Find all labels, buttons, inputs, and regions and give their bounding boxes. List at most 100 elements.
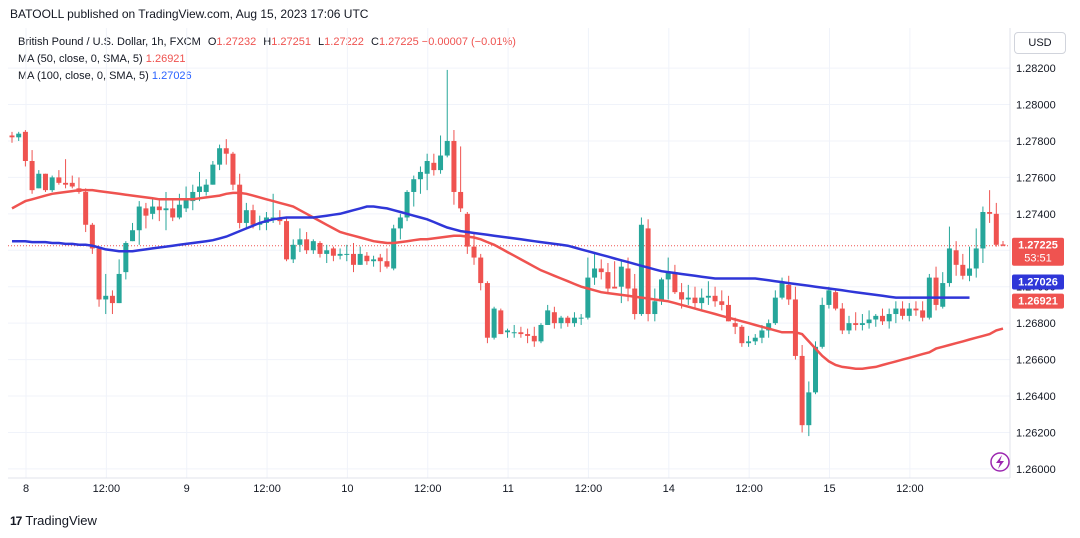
candle-body [270,217,276,219]
candle-body [679,292,685,300]
candle-body [230,153,236,185]
candle-body [96,248,102,300]
candle-body [176,204,182,218]
ma100-line [12,205,970,299]
candle-body [672,272,678,293]
symbol-name[interactable]: British Pound / U.S. Dollar, 1h, FXCM [18,36,201,48]
candle-body [317,242,323,254]
candle-body [364,255,370,262]
candle-body [538,324,544,342]
ma50-value: 1.26921 [145,53,186,65]
candle-body [551,312,557,324]
candle-body [143,208,149,216]
low-value: 1.27222 [324,36,364,48]
change-value: −0.00007 (−0.01%) [421,36,516,48]
currency-button[interactable]: USD [1014,32,1066,54]
legend-ma50-row[interactable]: MA (50, close, 0, SMA, 5) 1.26921 [18,51,516,68]
candle-body [946,248,952,284]
candle-body [866,319,872,324]
candle-body [638,224,644,315]
candle-body [337,253,343,256]
candle-body [900,308,906,316]
candle-body [685,297,691,300]
candle-body [16,133,22,138]
candle-body [692,297,698,304]
candle-body [886,314,892,322]
candle-body [598,268,604,273]
candle-body [484,283,490,338]
candle-body [578,317,584,319]
candle-body [1000,244,1006,246]
ma100-price-tag [1012,274,1064,290]
candle-body [498,310,504,335]
candle-body [752,337,758,342]
candle-body [89,224,95,249]
candle-body [859,323,865,325]
y-tick-label: 1.26400 [1016,391,1056,403]
candle-body [779,283,785,298]
candle-body [22,131,28,161]
candle-body [772,297,778,324]
candle-body [846,323,852,331]
candle-body [879,315,885,322]
candle-body [571,317,577,324]
candle-body [438,155,444,171]
close-label: C [370,36,379,48]
candle-body [565,317,571,324]
candle-body [36,173,42,189]
candle-body [290,244,296,260]
candle-body [444,140,450,156]
candle-body [585,277,591,318]
chart-legend: British Pound / U.S. Dollar, 1h, FXCM O 1… [18,34,516,85]
ma100-label: MA (100, close, 0, SMA, 5) [18,70,149,82]
candle-body [163,208,169,211]
candle-body [665,272,671,280]
candle-body [605,272,611,289]
candle-body [330,248,336,256]
y-tick-label: 1.26800 [1016,318,1056,330]
x-tick-label: 12:00 [735,483,763,495]
tradingview-brand[interactable]: 17 TradingView [10,513,97,528]
candle-body [150,206,156,214]
candle-body [725,304,731,322]
candle-body [9,135,15,138]
candle-body [424,160,430,174]
last-price-tag [1012,237,1064,266]
candle-body [310,241,316,251]
y-tick-label: 1.26200 [1016,427,1056,439]
open-label: O [207,36,217,48]
candle-body [531,335,537,342]
candle-body [156,206,162,211]
candle-body [813,346,819,393]
candle-body [732,323,738,327]
candle-body [284,221,290,260]
ma100-price-tag-value: 1.27026 [1018,276,1058,288]
candle-body [491,308,497,338]
candle-body [384,261,390,267]
candle-body [766,323,772,331]
candle-body [511,332,517,334]
candle-body [839,308,845,331]
candle-body [83,191,89,225]
candle-body [324,250,330,254]
last-countdown: 53:51 [1024,253,1052,265]
x-tick-label: 11 [502,483,513,495]
candle-body [545,310,551,325]
candle-body [558,317,564,324]
candle-body [940,283,946,307]
candle-body [933,277,939,305]
candle-body [806,392,812,426]
candle-body [304,239,310,251]
ma50-price-tag-value: 1.26921 [1018,296,1058,308]
candle-body [913,308,919,311]
candle-body [612,286,618,289]
candle-body [417,171,423,180]
candle-body [953,250,959,265]
y-tick-label: 1.27600 [1016,172,1056,184]
candle-body [712,295,718,302]
publisher-line: BATOOLL published on TradingView.com, Au… [10,7,369,21]
candle-body [464,213,470,247]
candle-body [967,268,973,276]
legend-ma100-row[interactable]: MA (100, close, 0, SMA, 5) 1.27026 [18,68,516,85]
